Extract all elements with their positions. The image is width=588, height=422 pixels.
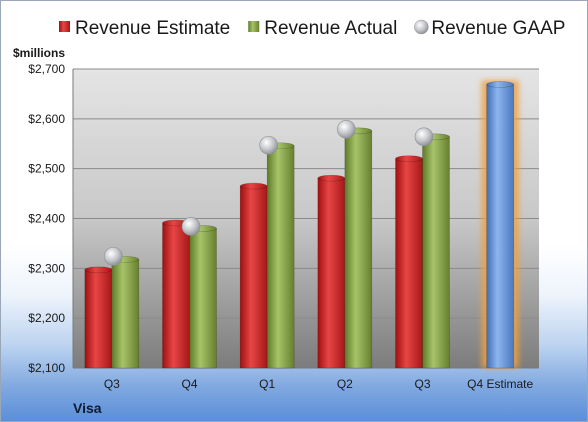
bar-revenue-estimate xyxy=(162,222,190,369)
point-revenue-gaap xyxy=(337,119,356,139)
bar-revenue-actual xyxy=(111,259,140,369)
bar-revenue-actual xyxy=(422,136,450,369)
y-tick-label: $2,600 xyxy=(28,112,65,126)
x-tick-label: Q4 xyxy=(181,377,197,391)
y-tick-label: $2,400 xyxy=(28,212,65,226)
bar-revenue-estimate-cap xyxy=(84,266,113,274)
y-tick-label: $2,500 xyxy=(28,162,65,176)
bar-revenue-estimate xyxy=(84,269,113,369)
bar-revenue-actual xyxy=(266,145,295,369)
bar-revenue-estimate-cap xyxy=(395,155,423,162)
y-tick-label: $2,100 xyxy=(28,361,65,375)
y-tick-label: $2,200 xyxy=(28,311,65,325)
x-tick-label: Q3 xyxy=(414,377,430,391)
bar-revenue-actual xyxy=(344,130,373,369)
bar-revenue-estimate-cap xyxy=(317,174,346,182)
x-tick-label: Q2 xyxy=(337,377,353,391)
bar-revenue-estimate xyxy=(317,177,346,369)
point-revenue-gaap xyxy=(104,247,123,266)
bar-q4-estimate-cap xyxy=(486,81,514,88)
bar-revenue-estimate xyxy=(395,158,423,369)
legend-label: Revenue GAAP xyxy=(431,18,565,39)
x-tick-label: Q4 Estimate xyxy=(467,377,533,391)
legend-label: Revenue Estimate xyxy=(75,18,230,39)
company-name: Visa xyxy=(73,400,102,416)
point-revenue-gaap xyxy=(414,127,434,147)
bar-revenue-estimate-cap xyxy=(239,182,268,190)
legend-swatch xyxy=(414,19,429,35)
y-tick-label: $2,300 xyxy=(28,261,65,275)
legend-label: Revenue Actual xyxy=(264,18,397,39)
legend: Revenue Estimate Revenue Actual Revenue GA… xyxy=(59,18,565,39)
point-revenue-gaap xyxy=(181,217,201,236)
point-revenue-gaap xyxy=(259,135,278,155)
bar-revenue-estimate xyxy=(239,185,268,369)
y-tick-label: $2,700 xyxy=(28,62,65,76)
x-tick-label: Q3 xyxy=(104,377,120,391)
y-axis-unit-label: $millions xyxy=(13,46,65,60)
x-tick-label: Q1 xyxy=(259,377,275,391)
legend-swatch xyxy=(59,21,70,32)
legend-swatch xyxy=(248,21,260,32)
bar-q4-estimate xyxy=(486,84,514,369)
bar-revenue-actual xyxy=(189,228,217,369)
plot-area: $2,100 $2,200 $2,300 $2,400 $2,500 $2,600 $2,7… xyxy=(28,62,539,391)
